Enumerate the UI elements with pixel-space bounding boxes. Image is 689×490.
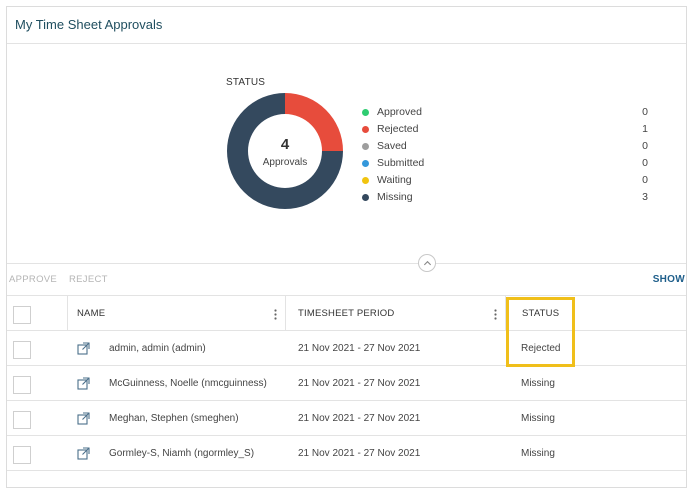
kebab-menu-icon[interactable] [494, 309, 497, 320]
open-external-icon[interactable] [77, 411, 90, 425]
row-select-cell [7, 436, 67, 470]
legend-value: 0 [642, 140, 648, 152]
panel-title: My Time Sheet Approvals [15, 17, 163, 32]
chevron-up-icon [423, 260, 431, 265]
legend-dot [362, 143, 369, 150]
row-period-cell: 21 Nov 2021 - 27 Nov 2021 [285, 331, 505, 365]
row-select-cell [7, 401, 67, 435]
row-period: 21 Nov 2021 - 27 Nov 2021 [298, 412, 421, 424]
panel-header: My Time Sheet Approvals [7, 7, 686, 44]
row-status: Missing [521, 447, 555, 459]
status-column-highlight [506, 297, 575, 367]
row-status-cell: Missing [505, 366, 688, 400]
row-name-cell: Meghan, Stephen (smeghen) [67, 401, 285, 435]
chart-title: STATUS [226, 77, 266, 88]
legend-dot [362, 109, 369, 116]
open-external-icon[interactable] [77, 341, 90, 355]
row-select-cell [7, 331, 67, 365]
legend-item-rejected[interactable]: Rejected 1 [362, 122, 652, 139]
row-status-cell: Missing [505, 436, 688, 470]
header-status[interactable]: STATUS [505, 296, 688, 330]
legend-value: 0 [642, 157, 648, 169]
legend-item-approved[interactable]: Approved 0 [362, 105, 652, 122]
legend-dot [362, 160, 369, 167]
legend-dot [362, 126, 369, 133]
row-period-cell: 21 Nov 2021 - 27 Nov 2021 [285, 401, 505, 435]
timesheet-approvals-panel: My Time Sheet Approvals STATUS 4 Approva… [6, 6, 687, 488]
row-period: 21 Nov 2021 - 27 Nov 2021 [298, 447, 421, 459]
legend-item-waiting[interactable]: Waiting 0 [362, 173, 652, 190]
chart-legend: Approved 0 Rejected 1 Saved 0 Submitted 0 Waitin… [362, 105, 652, 207]
legend-item-submitted[interactable]: Submitted 0 [362, 156, 652, 173]
row-name[interactable]: McGuinness, Noelle (nmcguinness) [109, 377, 267, 389]
table-toolbar: APPROVE REJECT SHOW [7, 270, 686, 292]
table-row[interactable]: Meghan, Stephen (smeghen) 21 Nov 2021 - … [7, 401, 686, 436]
header-period-label: TIMESHEET PERIOD [298, 307, 395, 319]
reject-button[interactable]: REJECT [69, 274, 108, 285]
row-name-cell: Gormley-S, Niamh (ngormley_S) [67, 436, 285, 470]
row-status: Missing [521, 377, 555, 389]
row-name[interactable]: admin, admin (admin) [109, 342, 206, 354]
row-name-cell: admin, admin (admin) [67, 331, 285, 365]
open-external-icon[interactable] [77, 446, 90, 460]
row-period: 21 Nov 2021 - 27 Nov 2021 [298, 342, 421, 354]
legend-label: Waiting [377, 174, 412, 186]
legend-value: 0 [642, 106, 648, 118]
header-status-label: STATUS [522, 307, 560, 319]
row-select-cell [7, 366, 67, 400]
legend-value: 0 [642, 174, 648, 186]
row-checkbox[interactable] [13, 376, 31, 394]
table-row[interactable]: admin, admin (admin) 21 Nov 2021 - 27 No… [7, 331, 686, 366]
row-status: Missing [521, 412, 555, 424]
approve-button[interactable]: APPROVE [9, 274, 58, 285]
select-all-checkbox[interactable] [13, 306, 31, 324]
legend-label: Submitted [377, 157, 425, 169]
legend-value: 3 [642, 191, 648, 203]
status-donut-chart: 4 Approvals [227, 93, 343, 209]
header-name[interactable]: NAME [67, 296, 285, 330]
row-period: 21 Nov 2021 - 27 Nov 2021 [298, 377, 421, 389]
row-status-cell: Missing [505, 401, 688, 435]
header-select-cell [7, 296, 67, 330]
row-status-cell: Rejected [505, 331, 688, 365]
table-row[interactable]: McGuinness, Noelle (nmcguinness) 21 Nov … [7, 366, 686, 401]
open-external-icon[interactable] [77, 376, 90, 390]
row-name[interactable]: Meghan, Stephen (smeghen) [109, 412, 239, 424]
table-row[interactable]: Gormley-S, Niamh (ngormley_S) 21 Nov 202… [7, 436, 686, 471]
legend-dot [362, 177, 369, 184]
legend-label: Missing [377, 191, 413, 203]
collapse-chart-button[interactable] [418, 254, 436, 272]
donut-slice-rejected[interactable] [285, 93, 343, 151]
row-period-cell: 21 Nov 2021 - 27 Nov 2021 [285, 436, 505, 470]
header-name-label: NAME [77, 307, 106, 319]
legend-label: Saved [377, 140, 407, 152]
section-divider [7, 263, 686, 264]
show-button[interactable]: SHOW [652, 274, 685, 285]
legend-dot [362, 194, 369, 201]
table-header-row: NAME TIMESHEET PERIOD STATUS [7, 295, 686, 331]
row-checkbox[interactable] [13, 341, 31, 359]
row-period-cell: 21 Nov 2021 - 27 Nov 2021 [285, 366, 505, 400]
row-name-cell: McGuinness, Noelle (nmcguinness) [67, 366, 285, 400]
legend-value: 1 [642, 123, 648, 135]
donut-center-count: 4 [281, 136, 290, 153]
legend-item-saved[interactable]: Saved 0 [362, 139, 652, 156]
legend-item-missing[interactable]: Missing 3 [362, 190, 652, 207]
legend-label: Rejected [377, 123, 419, 135]
row-status: Rejected [521, 342, 561, 354]
donut-center-label: Approvals [263, 157, 307, 168]
legend-label: Approved [377, 106, 422, 118]
row-checkbox[interactable] [13, 411, 31, 429]
row-checkbox[interactable] [13, 446, 31, 464]
kebab-menu-icon[interactable] [274, 309, 277, 320]
status-chart-area: STATUS 4 Approvals Approved 0 Rejected 1 Sav… [7, 44, 686, 264]
donut-slice-missing[interactable] [227, 93, 343, 209]
header-period[interactable]: TIMESHEET PERIOD [285, 296, 505, 330]
row-name[interactable]: Gormley-S, Niamh (ngormley_S) [109, 447, 255, 459]
